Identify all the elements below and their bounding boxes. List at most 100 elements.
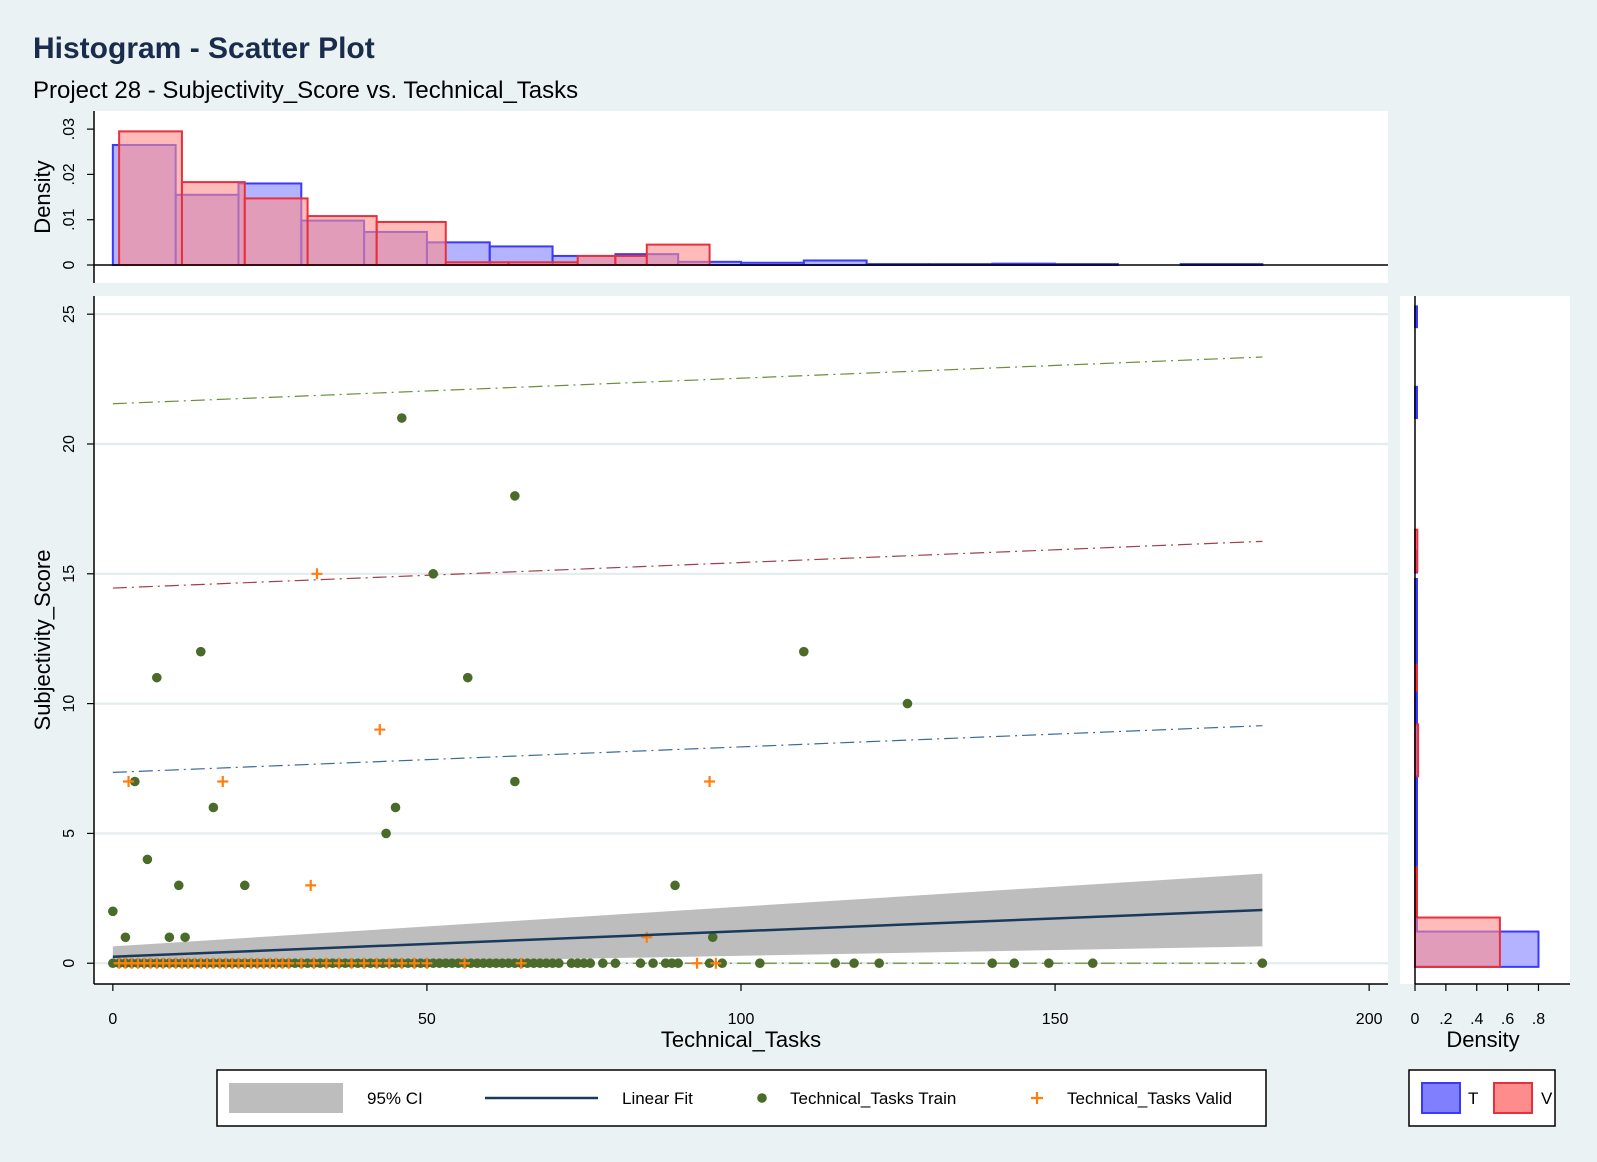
train-point-6 [462, 672, 473, 683]
right-hist-xtick-label-4: .8 [1532, 1011, 1545, 1028]
right-hist-xlabel: Density [1446, 1027, 1519, 1052]
top-hist-bar-V-4 [375, 220, 447, 266]
train-point-110 [874, 958, 884, 969]
train-point-15 [239, 880, 250, 891]
train-point-111 [987, 958, 998, 969]
train-point-98 [598, 958, 608, 969]
train-point-17 [108, 906, 118, 917]
train-point-97 [585, 958, 596, 969]
top-hist-bar-V-7 [576, 254, 617, 267]
valid-point-2 [123, 775, 135, 787]
valid-point-34 [283, 957, 295, 969]
top-histogram: 0 .01 .02 .03 [61, 111, 1388, 283]
ref-line-lower [112, 725, 1263, 774]
right-hist-xtick-label-3: .6 [1501, 1011, 1514, 1028]
train-point-3 [195, 646, 206, 657]
scatter-ytick-label-1: 5 [61, 829, 78, 838]
train-point-107 [755, 958, 765, 969]
train-point-16 [670, 880, 680, 891]
valid-point-47 [515, 957, 527, 969]
valid-point-0 [311, 568, 323, 580]
train-point-19 [164, 932, 175, 943]
top-hist-ytick-label-1: .01 [61, 208, 78, 230]
right-hist-xtick-label-0: 0 [1411, 1011, 1420, 1028]
train-point-101 [648, 958, 658, 969]
scatter-xtick-label-4: 200 [1356, 1011, 1383, 1028]
top-hist-bar-V-2 [243, 197, 309, 266]
legend-train-label: Technical_Tasks Train [790, 1089, 956, 1108]
right-hist-xtick-label-1: .2 [1439, 1011, 1452, 1028]
legend-ci-label: 95% CI [367, 1089, 423, 1108]
top-hist-bar-V-8 [614, 254, 648, 267]
train-point-104 [673, 958, 683, 969]
top-hist-bar-V-1 [180, 181, 246, 267]
train-point-12 [381, 828, 391, 839]
scatter-xtick-label-2: 100 [728, 1011, 755, 1028]
scatter-ytick-label-5: 25 [61, 305, 78, 323]
legend-valid-label: Technical_Tasks Valid [1067, 1089, 1232, 1108]
scatter-xtick-label-3: 150 [1042, 1011, 1069, 1028]
valid-point-43 [396, 957, 408, 969]
legend-valid-marker [1031, 1092, 1043, 1104]
side-legend: T V [1408, 1069, 1556, 1127]
train-point-13 [142, 854, 153, 865]
scatter-ylabel: Subjectivity_Score [30, 550, 55, 731]
train-point-7 [902, 698, 913, 709]
train-point-18 [120, 932, 131, 943]
top-hist-ylabel: Density [30, 160, 55, 233]
top-hist-bar-V-0 [118, 130, 183, 266]
legend-T-label: T [1468, 1089, 1478, 1108]
valid-point-49 [710, 957, 722, 969]
top-hist-bar-V-3 [306, 215, 378, 266]
scatter-ytick-label-4: 20 [61, 435, 78, 453]
train-point-105 [704, 958, 715, 969]
valid-point-40 [358, 957, 370, 969]
train-point-106 [717, 958, 727, 969]
valid-point-44 [408, 957, 420, 969]
train-point-1 [510, 491, 520, 501]
valid-point-3 [217, 775, 229, 787]
train-point-115 [1257, 958, 1268, 969]
train-point-0 [396, 413, 407, 423]
train-point-113 [1043, 958, 1054, 969]
valid-point-37 [320, 957, 332, 969]
main-legend-box [216, 1069, 1267, 1127]
train-point-5 [152, 672, 162, 683]
train-point-9 [510, 776, 520, 787]
valid-point-46 [459, 957, 471, 969]
train-point-112 [1009, 958, 1020, 969]
valid-point-48 [691, 957, 703, 969]
right-hist-xtick-label-2: .4 [1470, 1011, 1483, 1028]
main-legend: 95% CI Linear Fit Technical_Tasks Train … [216, 1069, 1267, 1127]
train-point-20 [180, 932, 190, 943]
train-point-2 [428, 568, 439, 579]
right-hist-bar-V-0 [1414, 916, 1501, 968]
right-hist-panel [1400, 296, 1570, 984]
chart-title: Histogram - Scatter Plot [33, 32, 375, 65]
valid-point-6 [641, 931, 653, 943]
valid-point-36 [308, 957, 320, 969]
legend-fit-label: Linear Fit [622, 1089, 693, 1108]
scatter-ytick-label-3: 15 [61, 565, 78, 583]
train-point-8 [130, 776, 140, 787]
valid-point-38 [333, 957, 345, 969]
scatter-panel [94, 296, 1388, 984]
valid-point-42 [383, 957, 395, 969]
train-point-21 [707, 932, 718, 943]
train-point-14 [174, 880, 184, 891]
train-point-114 [1087, 958, 1098, 969]
train-point-100 [635, 958, 646, 969]
scatter-plot: 0 5 10 15 20 25 0 50 100 150 200 [61, 296, 1388, 1028]
scatter-xtick-label-1: 50 [418, 1011, 436, 1028]
scatter-ytick-label-0: 0 [61, 959, 78, 968]
linear-fit-line [112, 908, 1263, 958]
train-point-108 [830, 958, 841, 969]
chart-subtitle: Project 28 - Subjectivity_Score vs. Tech… [33, 77, 578, 104]
train-point-99 [610, 958, 621, 969]
scatter-ytick-label-2: 10 [61, 695, 78, 713]
train-point-93 [554, 958, 564, 969]
legend-T-swatch [1421, 1082, 1461, 1114]
valid-point-1 [374, 724, 386, 736]
valid-point-39 [346, 957, 358, 969]
